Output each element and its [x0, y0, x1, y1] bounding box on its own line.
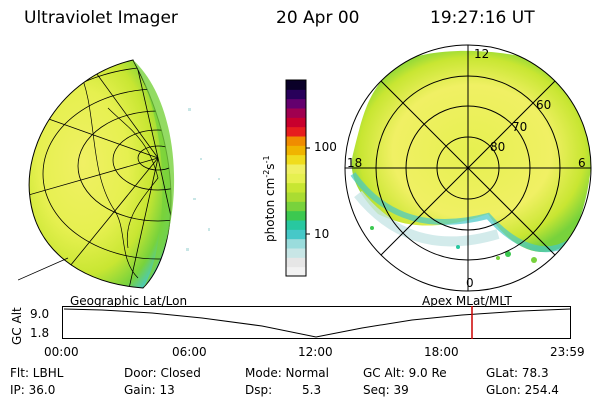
polar-label-70: 70 — [512, 120, 528, 134]
unit-exp2: -1 — [262, 155, 271, 164]
colorbar-unit-label: photon cm-2s-1 — [262, 155, 277, 242]
y-tick-9: 9.0 — [30, 307, 50, 321]
colorbar-cell — [286, 154, 306, 165]
date-label: 20 Apr 00 — [276, 8, 360, 28]
altitude-curve — [63, 308, 571, 338]
polar-label-18: 18 — [347, 156, 363, 170]
colorbar-cell — [286, 126, 306, 137]
polar-label-6: 6 — [578, 156, 586, 170]
x-tick-0: 00:00 — [44, 345, 79, 359]
polar-label-0: 0 — [466, 276, 474, 290]
colorbar-cell — [286, 89, 306, 100]
y-tick-1.8: 1.8 — [30, 326, 50, 340]
app-title: Ultraviolet Imager — [24, 8, 178, 28]
dsp-label: Dsp: — [245, 383, 273, 397]
x-tick-2: 12:00 — [298, 345, 333, 359]
x-tick-3: 18:00 — [424, 345, 459, 359]
colorbar-tick-10: 10 — [314, 227, 330, 241]
polar-plot — [344, 44, 592, 292]
x-tick-4: 23:59 — [550, 345, 585, 359]
limb-glow — [133, 60, 175, 288]
ip-readout: IP: 36.0 — [10, 383, 56, 397]
geographic-image — [18, 59, 220, 289]
colorbar-cell — [286, 266, 306, 277]
filter-readout: Flt: LBHL — [10, 366, 64, 380]
colorbar-cell — [286, 220, 306, 230]
polar-label-80: 80 — [490, 140, 506, 154]
color-bar — [285, 79, 310, 277]
colorbar-cell — [286, 164, 306, 174]
seq-readout: Seq: 39 — [363, 383, 409, 397]
colorbar-cell — [286, 108, 306, 118]
colorbar-cell — [286, 201, 306, 212]
dsp-value: 5.3 — [302, 383, 322, 397]
colorbar-cell — [286, 145, 306, 156]
glat-readout: GLat: 78.3 — [486, 366, 549, 380]
colorbar-cell — [286, 80, 306, 90]
colorbar-tick-100: 100 — [314, 140, 337, 154]
colorbar-cell — [286, 248, 306, 258]
unit-text: photon cm — [263, 177, 277, 242]
polar-label-60: 60 — [536, 98, 552, 112]
colorbar-cell — [286, 182, 306, 193]
unit-text-s: s — [263, 163, 277, 170]
mode-readout: Mode: Normal — [245, 366, 329, 380]
colorbar-cell — [286, 210, 306, 221]
colorbar-cell — [286, 192, 306, 202]
auroral-image — [351, 50, 591, 253]
colorbar-cell — [286, 173, 306, 184]
colorbar-cell — [286, 117, 306, 128]
colorbar-cell — [286, 238, 306, 249]
horizon-line — [18, 257, 69, 281]
door-readout: Door: Closed — [124, 366, 201, 380]
apex-caption: Apex MLat/MLT — [422, 294, 512, 308]
gcalt-readout: GC Alt: 9.0 Re — [363, 366, 447, 380]
polar-label-12: 12 — [474, 47, 490, 61]
colorbar-cell — [286, 229, 306, 240]
altitude-plot — [62, 306, 571, 339]
altitude-axis-label: GC Alt — [10, 307, 24, 345]
unit-exp1: -2 — [262, 169, 271, 178]
time-label: 19:27:16 UT — [430, 8, 535, 28]
glon-readout: GLon: 254.4 — [486, 383, 559, 397]
x-tick-1: 06:00 — [172, 345, 207, 359]
colorbar-cell — [286, 136, 306, 146]
colorbar-cell — [286, 98, 306, 109]
gain-readout: Gain: 13 — [124, 383, 175, 397]
colorbar-cell — [286, 257, 306, 268]
geographic-caption: Geographic Lat/Lon — [70, 294, 188, 308]
